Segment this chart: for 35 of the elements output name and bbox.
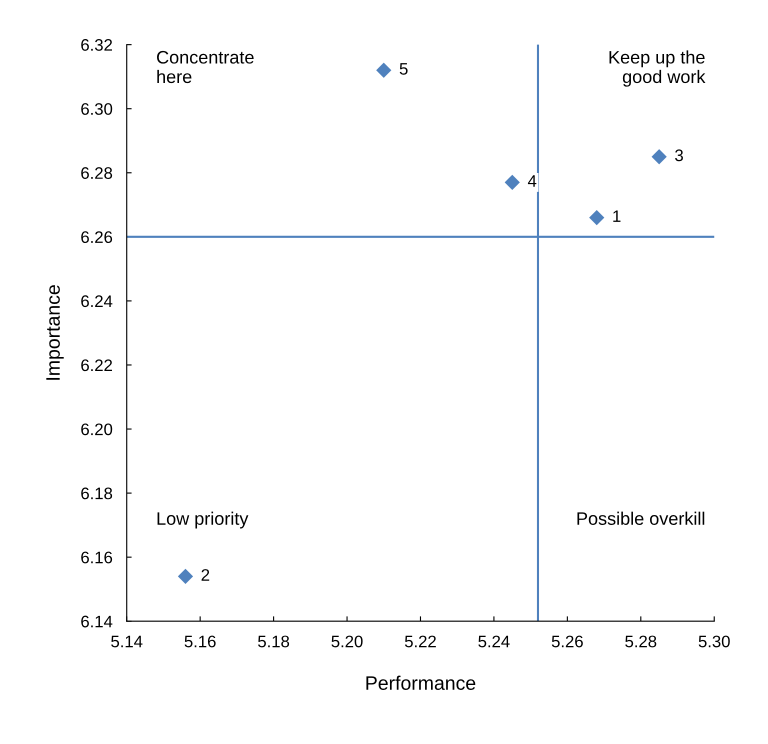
x-axis-title: Performance bbox=[366, 676, 476, 690]
x-tick-label: 5.28 bbox=[625, 636, 656, 648]
x-tick-label: 5.18 bbox=[258, 636, 290, 648]
point bbox=[376, 62, 392, 78]
point bbox=[652, 149, 667, 164]
annotation: Concentrate here bbox=[157, 50, 254, 84]
x-tick-label: 5.22 bbox=[404, 636, 436, 648]
annotation: Low priority bbox=[158, 512, 248, 529]
y-tick-label: 6.16 bbox=[81, 552, 112, 564]
y-tick-label: 6.32 bbox=[81, 39, 112, 51]
annotation: Possible overkill bbox=[577, 512, 704, 525]
annotation: 3 bbox=[675, 149, 683, 162]
annotation: 2 bbox=[202, 569, 210, 581]
y-tick-label: 6.14 bbox=[81, 616, 112, 628]
x-tick-label: 5.20 bbox=[331, 636, 363, 648]
x-tick-label: 5.30 bbox=[698, 636, 730, 648]
point bbox=[504, 174, 520, 190]
annotation: 4 bbox=[528, 175, 536, 187]
y-tick-label: 6.22 bbox=[81, 359, 112, 372]
y-tick-label: 6.24 bbox=[81, 295, 112, 308]
annotation: 5 bbox=[400, 63, 408, 75]
annotation: Keep up the good work bbox=[610, 50, 706, 87]
y-tick-label: 6.20 bbox=[81, 423, 112, 436]
y-tick-label: 6.30 bbox=[81, 103, 112, 115]
y-tick-label: 6.28 bbox=[81, 167, 112, 179]
y-axis-title: Importance bbox=[46, 285, 64, 380]
x-tick-label: 5.16 bbox=[184, 636, 216, 648]
x-tick-label: 5.14 bbox=[111, 636, 142, 648]
point bbox=[178, 568, 194, 584]
point bbox=[589, 210, 604, 226]
annotation: 1 bbox=[613, 210, 620, 222]
y-tick-label: 6.18 bbox=[81, 488, 112, 500]
x-tick-label: 5.26 bbox=[552, 636, 583, 648]
y-tick-label: 6.26 bbox=[81, 231, 112, 244]
x-tick-label: 5.24 bbox=[478, 636, 510, 648]
